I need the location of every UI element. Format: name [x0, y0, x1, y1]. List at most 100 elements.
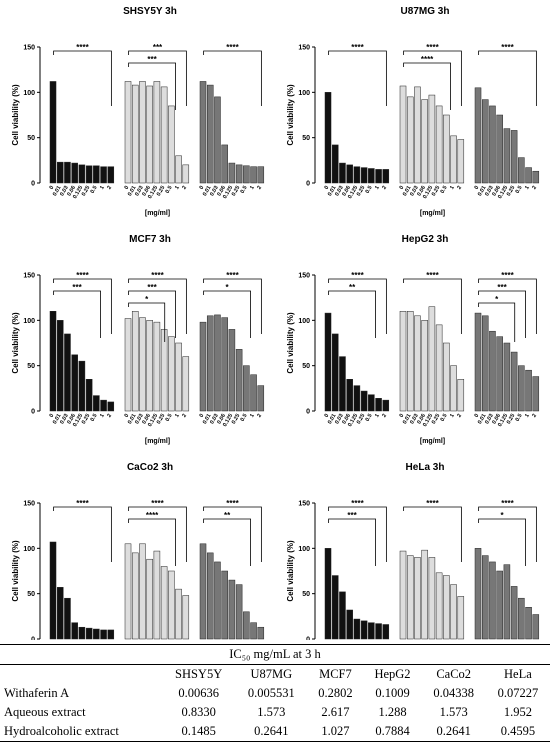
x-tick-label: 0.01: [402, 413, 413, 425]
bar: [85, 165, 93, 184]
x-tick-label: 0.06: [491, 185, 502, 197]
bar: [428, 94, 436, 184]
x-tick-label: 0.25: [356, 185, 367, 197]
bar: [250, 622, 257, 640]
x-tick-label: 0.01: [327, 413, 338, 425]
bar: [331, 144, 339, 184]
bar: [331, 333, 339, 412]
bar: [206, 552, 214, 640]
significance-label: ****: [426, 499, 439, 508]
x-tick-label: 0.06: [66, 413, 77, 425]
bar: [214, 96, 221, 184]
significance-bracket: [403, 506, 462, 562]
bar: [382, 399, 390, 412]
significance-bracket: [128, 62, 176, 110]
bar: [510, 351, 518, 412]
bar: [510, 130, 518, 184]
bar: [489, 561, 496, 640]
bar: [450, 365, 457, 412]
bar: [399, 311, 407, 412]
bar: [139, 81, 146, 184]
bar: [243, 365, 250, 412]
bar: [100, 629, 107, 640]
table-cell: 0.4595: [485, 722, 550, 742]
bar: [474, 312, 482, 412]
bar: [243, 611, 250, 640]
table-cell: 0.04338: [433, 686, 474, 700]
x-tick-label: 0.25: [81, 185, 92, 197]
significance-bracket: [328, 518, 376, 566]
table: IC₅₀ mg/mL at 3 h SHSY5Y U87MG MCF7 HepG2 Ca…: [0, 644, 550, 742]
y-tick-label: 100: [298, 546, 310, 553]
y-axis-label: Cell viability (%): [11, 84, 20, 146]
significance-bracket: [478, 518, 526, 566]
significance-label: *: [145, 295, 149, 304]
significance-label: ***: [347, 511, 357, 520]
x-tick-label: 0.06: [341, 185, 352, 197]
y-tick-label: 150: [298, 501, 310, 508]
bar: [353, 166, 361, 184]
bar: [474, 548, 482, 640]
bar: [100, 166, 107, 184]
y-tick-label: 100: [23, 546, 35, 553]
bar: [331, 575, 339, 640]
x-tick-label: 0.03: [209, 413, 220, 425]
bar: [525, 369, 532, 412]
x-tick-label: 0.5: [440, 413, 449, 423]
x-tick-label: 0.01: [327, 185, 338, 197]
bar: [182, 356, 190, 412]
bar: [435, 324, 443, 412]
x-tick-label: 1: [374, 413, 381, 419]
bar: [139, 543, 146, 640]
bar: [124, 81, 132, 184]
table-cell: 0.2802: [318, 686, 353, 700]
x-tick-label: 0: [199, 185, 206, 191]
significance-label: ****: [426, 43, 439, 52]
header-cell: [0, 665, 162, 685]
y-tick-label: 50: [27, 135, 35, 142]
bar: [124, 318, 132, 412]
x-axis-label: [mg/ml]: [145, 210, 170, 217]
bar: [228, 162, 236, 184]
x-tick-label: 0.03: [484, 185, 495, 197]
bar: [85, 379, 93, 412]
bar: [93, 628, 100, 640]
x-tick-label: 1: [449, 413, 456, 419]
bar: [421, 99, 428, 184]
bar: [414, 315, 421, 412]
header-cell: MCF7: [319, 667, 352, 681]
significance-bracket: [128, 50, 187, 106]
table-cell: 0.07227: [497, 686, 539, 700]
table-title: IC₅₀ mg/mL at 3 h: [229, 647, 321, 661]
x-tick-label: 0.5: [515, 185, 524, 195]
significance-label: ****: [351, 499, 364, 508]
x-tick-label: 2: [181, 413, 188, 419]
x-tick-label: 0.5: [440, 185, 449, 195]
x-tick-label: 0.01: [202, 413, 213, 425]
bar: [339, 591, 346, 640]
y-tick-label: 150: [23, 273, 35, 280]
significance-bracket: [403, 278, 462, 334]
x-axis-label: [mg/ml]: [420, 438, 445, 445]
bar: [85, 627, 93, 640]
x-tick-label: 0.06: [491, 413, 502, 425]
x-tick-label: 2: [106, 413, 113, 419]
bar: [199, 321, 207, 412]
bar: [368, 622, 375, 640]
header-cell: CaCo2: [436, 667, 472, 681]
bar: [182, 595, 190, 640]
bar: [489, 330, 496, 412]
chart-title: HeLa 3h: [406, 462, 445, 473]
y-axis-label: Cell viability (%): [11, 312, 20, 374]
table-cell: 1.573: [439, 705, 468, 719]
bar: [368, 168, 375, 184]
x-tick-label: 0.5: [240, 185, 249, 195]
table-row: Hydroalcoholic extract 0.1485 0.2641 1.027 0…: [0, 722, 550, 742]
x-tick-label: 0.5: [365, 413, 374, 423]
x-tick-label: 1: [174, 185, 181, 191]
bar: [360, 390, 368, 412]
x-tick-label: 0.25: [431, 185, 442, 197]
bar: [360, 620, 368, 640]
x-tick-label: 1: [524, 185, 531, 191]
